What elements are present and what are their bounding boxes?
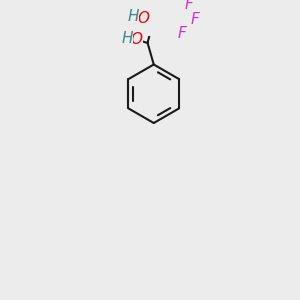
Text: F: F: [191, 12, 200, 27]
Text: F: F: [185, 0, 194, 12]
Text: H: H: [122, 31, 133, 46]
Text: H: H: [128, 9, 140, 24]
Text: O: O: [137, 11, 149, 26]
Text: F: F: [177, 26, 186, 41]
Text: O: O: [131, 32, 143, 47]
